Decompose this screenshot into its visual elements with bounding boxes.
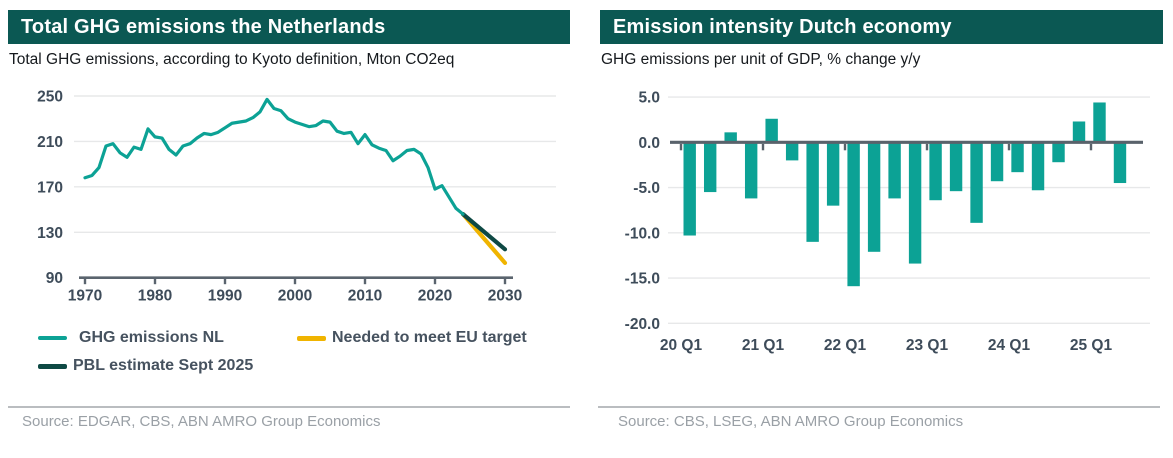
- legend-item-pbl-estimate: PBL estimate Sept 2025: [38, 356, 253, 376]
- legend-label: Needed to meet EU target: [332, 329, 527, 346]
- svg-text:2020: 2020: [418, 288, 452, 305]
- svg-text:90: 90: [46, 270, 63, 287]
- left-source: Source: EDGAR, CBS, ABN AMRO Group Econo…: [22, 413, 381, 430]
- svg-text:24 Q1: 24 Q1: [988, 337, 1031, 354]
- svg-text:250: 250: [37, 89, 63, 106]
- left-chart-title-bar: Total GHG emissions the Netherlands: [8, 10, 570, 44]
- source-divider: [598, 406, 1160, 408]
- right-chart-title-bar: Emission intensity Dutch economy: [600, 10, 1163, 44]
- legend-swatch-yellow-line: [297, 335, 326, 341]
- svg-text:2030: 2030: [488, 288, 522, 305]
- right-chart-title: Emission intensity Dutch economy: [613, 15, 952, 38]
- right-chart-panel: Emission intensity Dutch economy GHG emi…: [598, 0, 1163, 458]
- svg-text:22 Q1: 22 Q1: [824, 337, 867, 354]
- source-divider: [8, 406, 570, 408]
- legend-swatch-darkteal-line: [38, 363, 67, 369]
- svg-text:-20.0: -20.0: [625, 316, 660, 333]
- svg-text:5.0: 5.0: [638, 90, 660, 107]
- svg-text:-10.0: -10.0: [625, 225, 660, 242]
- ghg-emissions-line-chart: 250 210 170 130 90 1970 1980 1990 2000 2010 2020 20…: [37, 89, 556, 305]
- svg-text:2000: 2000: [278, 288, 312, 305]
- svg-text:210: 210: [37, 134, 63, 151]
- svg-text:130: 130: [37, 225, 63, 242]
- left-chart-title: Total GHG emissions the Netherlands: [21, 15, 386, 38]
- left-chart-subtitle: Total GHG emissions, according to Kyoto …: [9, 51, 455, 68]
- svg-text:23 Q1: 23 Q1: [906, 337, 949, 354]
- right-source: Source: CBS, LSEG, ABN AMRO Group Econom…: [618, 413, 964, 430]
- svg-text:25 Q1: 25 Q1: [1070, 337, 1113, 354]
- legend-swatch-teal-line: [38, 336, 67, 340]
- svg-text:1970: 1970: [68, 288, 102, 305]
- svg-text:-15.0: -15.0: [625, 271, 660, 288]
- svg-text:21 Q1: 21 Q1: [742, 337, 785, 354]
- legend-item-ghg-emissions-nl: GHG emissions NL: [38, 328, 224, 348]
- right-chart-subtitle: GHG emissions per unit of GDP, % change …: [601, 51, 921, 68]
- legend-item-eu-target: Needed to meet EU target: [297, 328, 527, 348]
- svg-text:170: 170: [37, 179, 63, 196]
- svg-text:0.0: 0.0: [638, 135, 660, 152]
- svg-text:20 Q1: 20 Q1: [660, 337, 703, 354]
- svg-text:-5.0: -5.0: [633, 180, 660, 197]
- emission-intensity-bar-chart: 5.0 0.0 -5.0 -10.0 -15.0 -20.020 Q1 21 Q1 22 Q1…: [625, 90, 1150, 354]
- svg-text:2010: 2010: [348, 288, 382, 305]
- left-chart-panel: Total GHG emissions the Netherlands Tota…: [8, 0, 570, 458]
- legend-label: GHG emissions NL: [79, 329, 224, 346]
- svg-text:1990: 1990: [208, 288, 242, 305]
- svg-text:1980: 1980: [138, 288, 172, 305]
- legend-label: PBL estimate Sept 2025: [73, 357, 254, 374]
